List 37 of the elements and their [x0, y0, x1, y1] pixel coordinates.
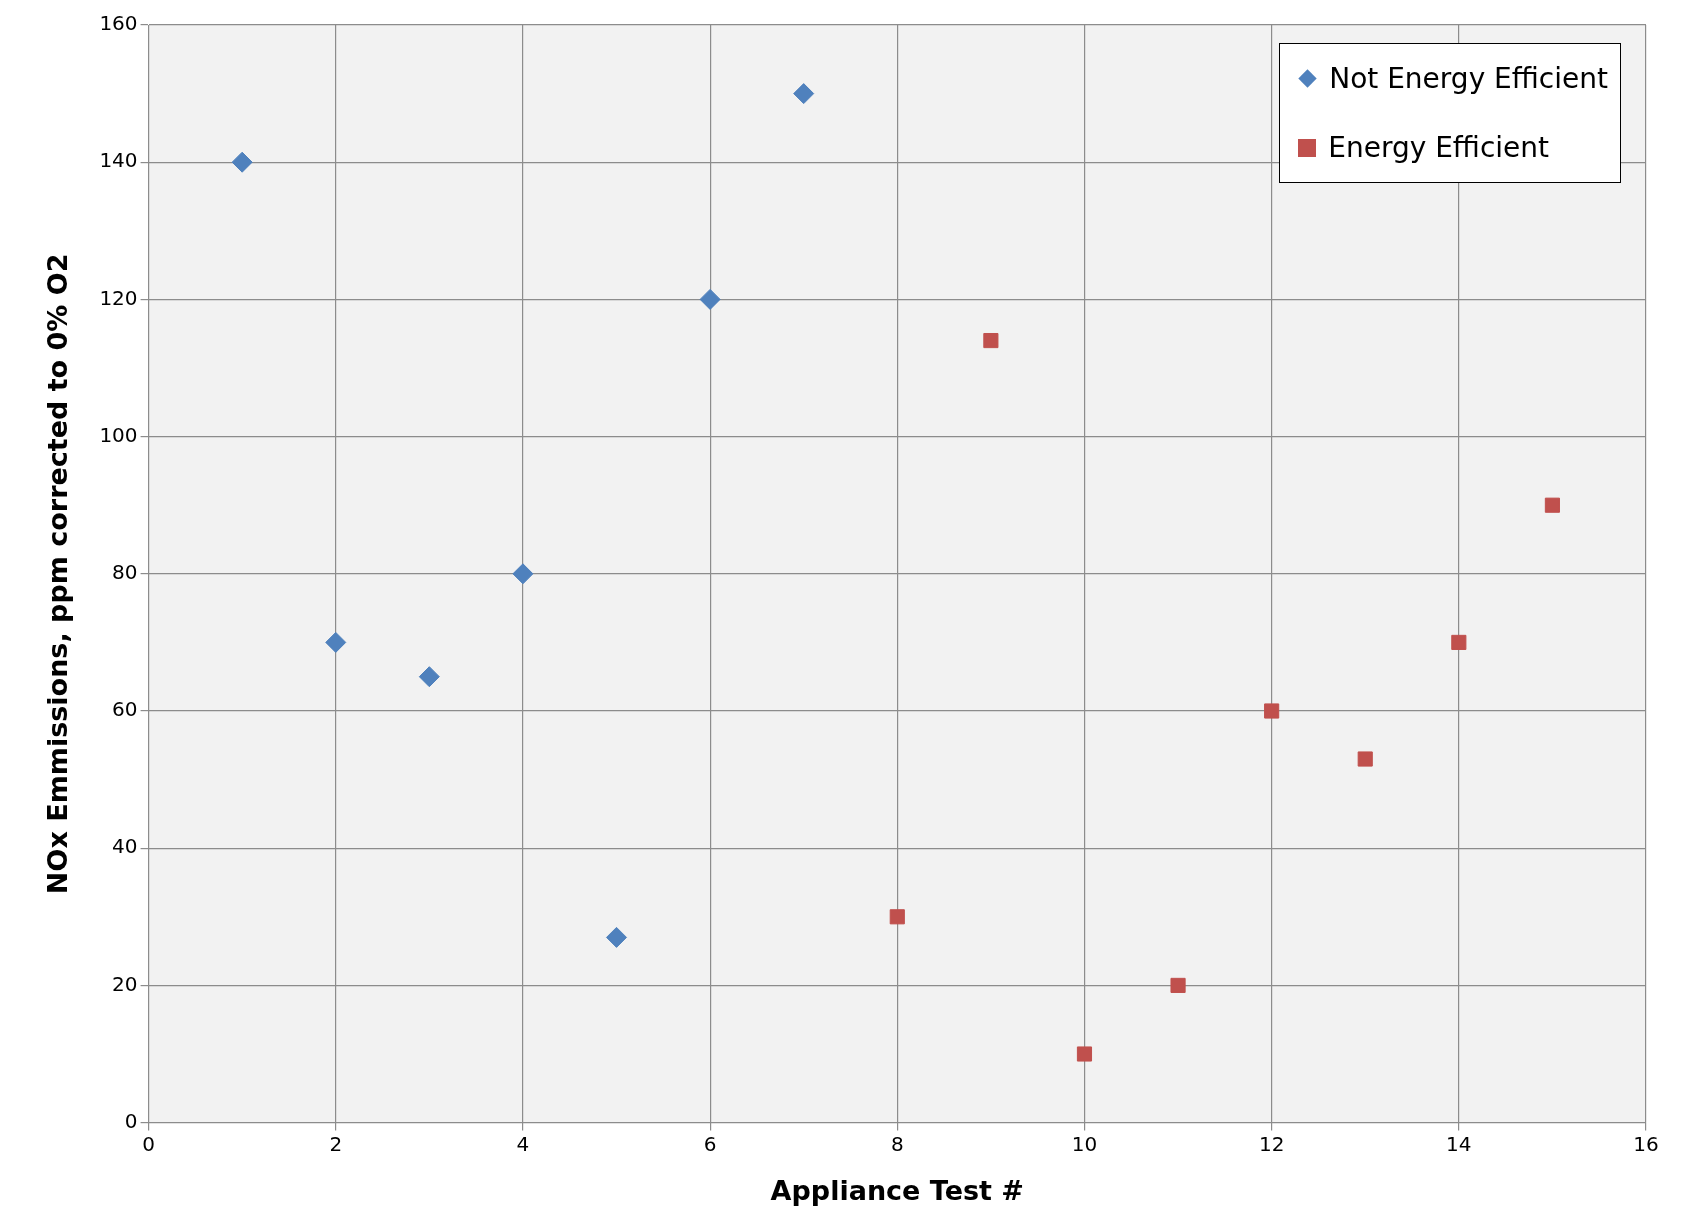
x-tick-label: 10: [1071, 1131, 1098, 1156]
point: [606, 926, 628, 948]
point: [1544, 497, 1560, 513]
point: [889, 909, 905, 925]
x-tick-label: 12: [1258, 1131, 1285, 1156]
y-tick-label: 120: [99, 285, 138, 310]
y-tick-label: 160: [99, 11, 138, 36]
point: [231, 151, 253, 173]
point: [1357, 751, 1373, 767]
point: [1170, 977, 1186, 993]
point: [983, 332, 999, 349]
point: [1076, 1046, 1093, 1062]
x-tick-label: 8: [890, 1131, 904, 1156]
y-tick-label: 0: [124, 1108, 138, 1133]
legend-label: Not Energy Efficient: [1329, 62, 1608, 95]
point: [1264, 703, 1280, 719]
x-tick-label: 16: [1633, 1131, 1659, 1156]
y-tick-label: 20: [112, 971, 138, 996]
y-tick-label: 60: [112, 697, 138, 722]
point: [793, 83, 815, 105]
x-axis-title: Appliance Test #: [770, 1174, 1024, 1206]
y-tick-label: 100: [99, 422, 138, 447]
point: [1451, 634, 1467, 650]
x-tick-label: 0: [142, 1131, 155, 1156]
point: [699, 288, 721, 310]
y-axis-title: NOx Emmissions, ppm corrected to 0% O2: [42, 253, 74, 895]
x-tick-label: 4: [516, 1131, 530, 1156]
x-tick-label: 6: [703, 1131, 717, 1156]
x-tick-label: 2: [329, 1131, 343, 1156]
y-tick-label: 140: [99, 148, 138, 173]
point: [418, 666, 440, 688]
x-tick-label: 14: [1446, 1131, 1472, 1156]
legend-label: Energy Efficient: [1328, 131, 1550, 164]
point: [325, 631, 347, 653]
y-tick-label: 40: [112, 834, 138, 859]
y-tick-label: 80: [112, 560, 138, 584]
point: [512, 563, 534, 585]
